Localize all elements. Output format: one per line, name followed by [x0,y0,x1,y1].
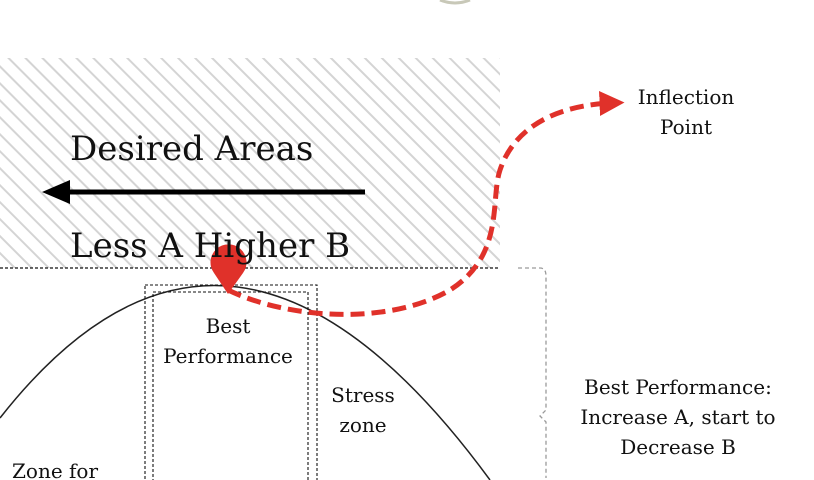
left-zone-label-partial: Zone for [12,459,98,480]
bracket-label-line1: Best Performance: [584,375,772,399]
inflection-label-line1: Inflection [638,85,735,109]
direction-label: Less A Higher B [70,226,350,266]
direction-arrow-head [42,180,70,204]
best-performance-bracket [518,267,547,478]
best-zone-label-line2: Performance [163,344,293,368]
desired-areas-label: Desired Areas [70,129,313,169]
bracket-label-line2: Increase A, start to [580,405,775,429]
bracket-label-line3: Decrease B [620,435,736,459]
stress-zone-label-line1: Stress [331,383,395,407]
inflection-label-line2: Point [660,115,712,139]
best-zone-label-line1: Best [206,314,251,338]
inflection-curve [226,90,625,317]
stress-zone-label-line2: zone [339,413,386,437]
top-partial-arc [439,0,471,5]
inflection-point-marker [210,244,247,294]
desired-area-hatched-region [0,58,500,268]
performance-curve [0,284,491,480]
